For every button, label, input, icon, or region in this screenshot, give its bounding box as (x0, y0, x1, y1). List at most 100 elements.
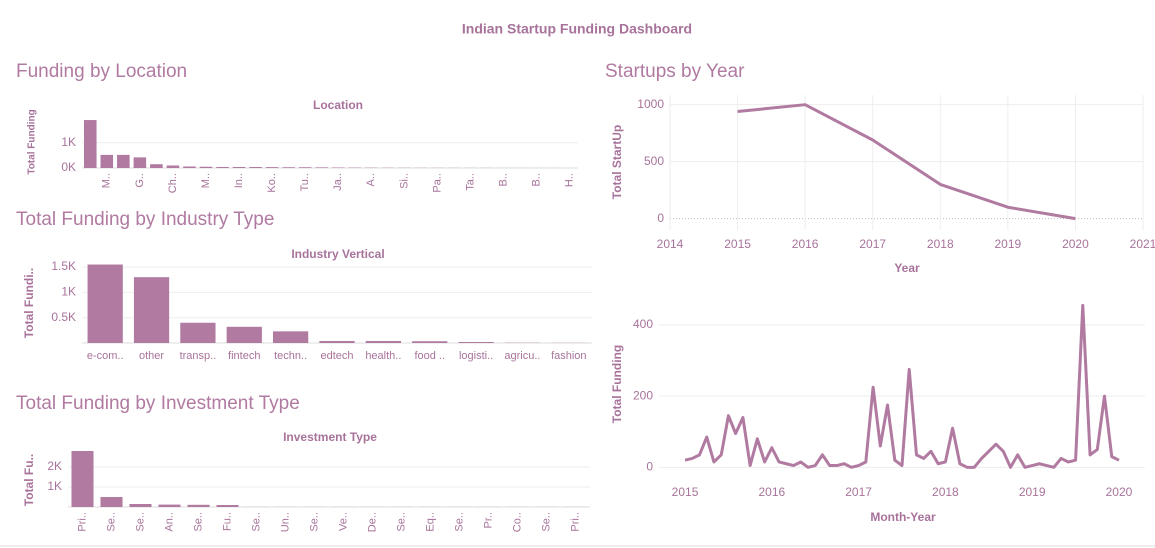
y-axis-label: Total Funding (610, 345, 624, 423)
x-tick-label: 2015 (672, 485, 699, 499)
y-tick-label: 0K (61, 160, 76, 174)
x-tick-label: transp.. (180, 350, 217, 362)
y-axis-label: Total Funding (27, 109, 38, 174)
bar (150, 164, 163, 168)
chart-heading: Startups by Year (605, 61, 745, 82)
bar (458, 341, 494, 343)
x-tick-label: Se.. (192, 512, 204, 532)
x-tick-label: agricu.. (504, 350, 540, 362)
x-tick-label: In.. (233, 173, 245, 188)
bar (226, 326, 262, 343)
chart-heading: Funding by Location (16, 61, 187, 82)
chart-subtitle: Location (313, 98, 363, 112)
bar (412, 341, 448, 343)
x-tick-label: fintech (228, 350, 260, 362)
x-axis-label: Month-Year (870, 510, 936, 524)
y-tick-label: 1000 (637, 97, 664, 111)
x-tick-label: 2016 (792, 237, 819, 251)
y-tick-label: 0.5K (51, 310, 76, 324)
x-tick-label: M.. (101, 173, 113, 188)
x-tick-label: M.. (200, 173, 212, 188)
x-tick-label: Se.. (540, 512, 552, 532)
bar (180, 322, 216, 343)
bar (216, 166, 229, 168)
x-tick-label: Eq.. (424, 512, 436, 532)
x-tick-label: Se.. (134, 512, 146, 532)
line-series (737, 103, 1076, 221)
chart-heading: Total Funding by Investment Type (16, 393, 300, 414)
bar (133, 277, 170, 343)
x-tick-label: Ta.. (464, 173, 476, 191)
x-tick-label: 2017 (859, 237, 886, 251)
y-axis-label: Total StartUp (610, 125, 624, 199)
x-tick-label: An.. (163, 512, 175, 532)
x-tick-label: 2019 (1019, 485, 1046, 499)
bar (265, 167, 279, 168)
bar (232, 166, 246, 168)
bar (249, 166, 262, 168)
chart-subtitle: Industry Vertical (291, 247, 384, 261)
x-tick-label: Ve.. (337, 512, 349, 531)
x-tick-label: De.. (366, 512, 378, 532)
bar (100, 154, 114, 168)
bar (365, 340, 401, 343)
x-tick-label: 2016 (758, 485, 785, 499)
bar (100, 497, 123, 507)
bar (298, 167, 312, 168)
y-axis-label: Total Fundi.. (22, 268, 36, 338)
x-tick-label: Tu.. (299, 173, 311, 192)
x-tick-label: techn.. (274, 350, 307, 362)
x-tick-label: 2020 (1062, 237, 1089, 251)
bar (199, 166, 213, 168)
x-tick-label: Pri.. (76, 512, 88, 532)
bar (133, 157, 147, 168)
y-tick-label: 2K (47, 459, 62, 473)
x-tick-label: B.. (531, 173, 543, 186)
bar (319, 340, 355, 343)
x-tick-label: Pri.. (569, 512, 581, 532)
y-tick-label: 500 (644, 154, 664, 168)
x-tick-label: Co.. (511, 512, 523, 532)
y-tick-label: 400 (633, 317, 653, 331)
x-tick-label: health.. (365, 350, 401, 362)
x-tick-label: G.. (134, 173, 146, 188)
bar (129, 504, 152, 507)
x-tick-label: other (139, 350, 164, 362)
bar (216, 505, 239, 507)
x-tick-label: fashion (551, 350, 586, 362)
bar (83, 120, 97, 168)
line-series (684, 303, 1120, 469)
y-tick-label: 1K (61, 285, 76, 299)
x-tick-label: food .. (414, 350, 445, 362)
y-axis-label: Total Fu.. (22, 454, 36, 506)
x-tick-label: B.. (498, 173, 510, 186)
chart-heading: Total Funding by Industry Type (16, 209, 274, 230)
bar (282, 167, 295, 168)
x-tick-label: 2014 (657, 237, 684, 251)
x-tick-label: Pr.. (482, 512, 494, 529)
x-tick-label: 2015 (724, 237, 751, 251)
x-tick-label: logisti.. (459, 350, 493, 362)
x-tick-label: Se.. (308, 512, 320, 532)
bar (315, 167, 329, 168)
bar (183, 166, 196, 168)
x-tick-label: H.. (564, 173, 576, 187)
x-tick-label: 2021 (1130, 237, 1155, 251)
x-tick-label: Se.. (453, 512, 465, 532)
y-tick-label: 0 (646, 459, 653, 473)
x-tick-label: edtech (320, 350, 353, 362)
bar (273, 331, 309, 343)
y-tick-label: 200 (633, 388, 653, 402)
x-axis-label: Year (894, 261, 920, 275)
x-tick-label: Se.. (395, 512, 407, 532)
y-tick-label: 1.5K (51, 259, 76, 273)
bar (158, 504, 181, 507)
x-tick-label: 2017 (845, 485, 872, 499)
bar (87, 264, 123, 343)
y-tick-label: 0 (657, 211, 664, 225)
x-tick-label: Ja.. (332, 173, 344, 191)
x-tick-label: Se.. (250, 512, 262, 532)
x-tick-label: Ch.. (167, 173, 179, 193)
